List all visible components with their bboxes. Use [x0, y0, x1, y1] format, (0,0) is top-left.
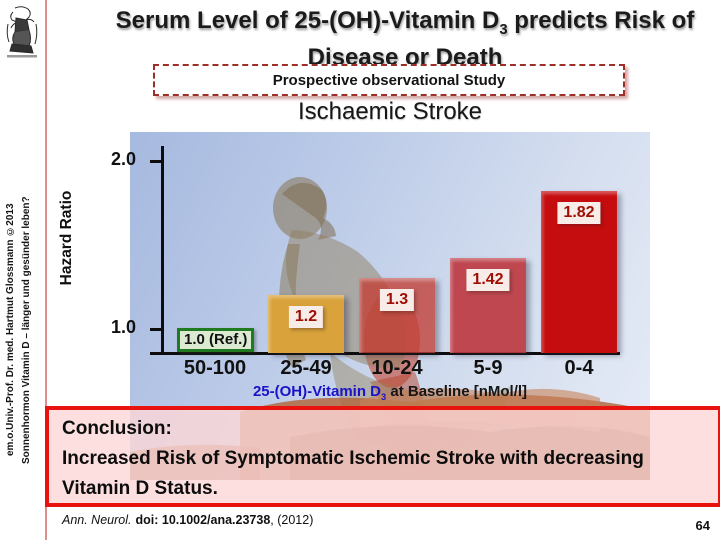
author-credit: em.o.Univ.-Prof. Dr. med. Hartmut Glossm… [3, 130, 37, 530]
title-part2: predicts Risk of [507, 7, 695, 34]
title-subscript: 3 [499, 21, 508, 38]
citation-year: , (2012) [270, 513, 314, 527]
citation: Ann. Neurol. doi: 10.1002/ana.23738, (201… [62, 513, 313, 527]
conclusion-line1: Increased Risk of Symptomatic Ischemic S… [62, 448, 644, 469]
page-number: 64 [695, 518, 710, 533]
credit-line-1: em.o.Univ.-Prof. Dr. med. Hartmut Glossm… [5, 203, 16, 457]
study-type-label: Prospective observational Study [272, 71, 506, 89]
citation-doi: doi: 10.1002/ana.23738 [135, 513, 271, 527]
conclusion-box: Conclusion: Increased Risk of Symptomati… [45, 406, 720, 507]
slide-title: Serum Level of 25-(OH)-Vitamin D3 predic… [95, 7, 715, 71]
chart-heading: Ischaemic Stroke [297, 98, 483, 125]
credit-line-2: Sonnenhormon Vitamin D – länger und gesü… [21, 196, 32, 464]
crest-logo-icon [6, 6, 38, 58]
sidebar: em.o.Univ.-Prof. Dr. med. Hartmut Glossm… [0, 0, 47, 540]
title-part1: Serum Level of 25-(OH)-Vitamin D [115, 7, 500, 34]
study-type-box: Prospective observational Study [153, 64, 625, 96]
conclusion-heading: Conclusion: [62, 418, 172, 439]
citation-journal: Ann. Neurol. [62, 513, 132, 527]
conclusion-line2: Vitamin D Status. [62, 478, 218, 499]
